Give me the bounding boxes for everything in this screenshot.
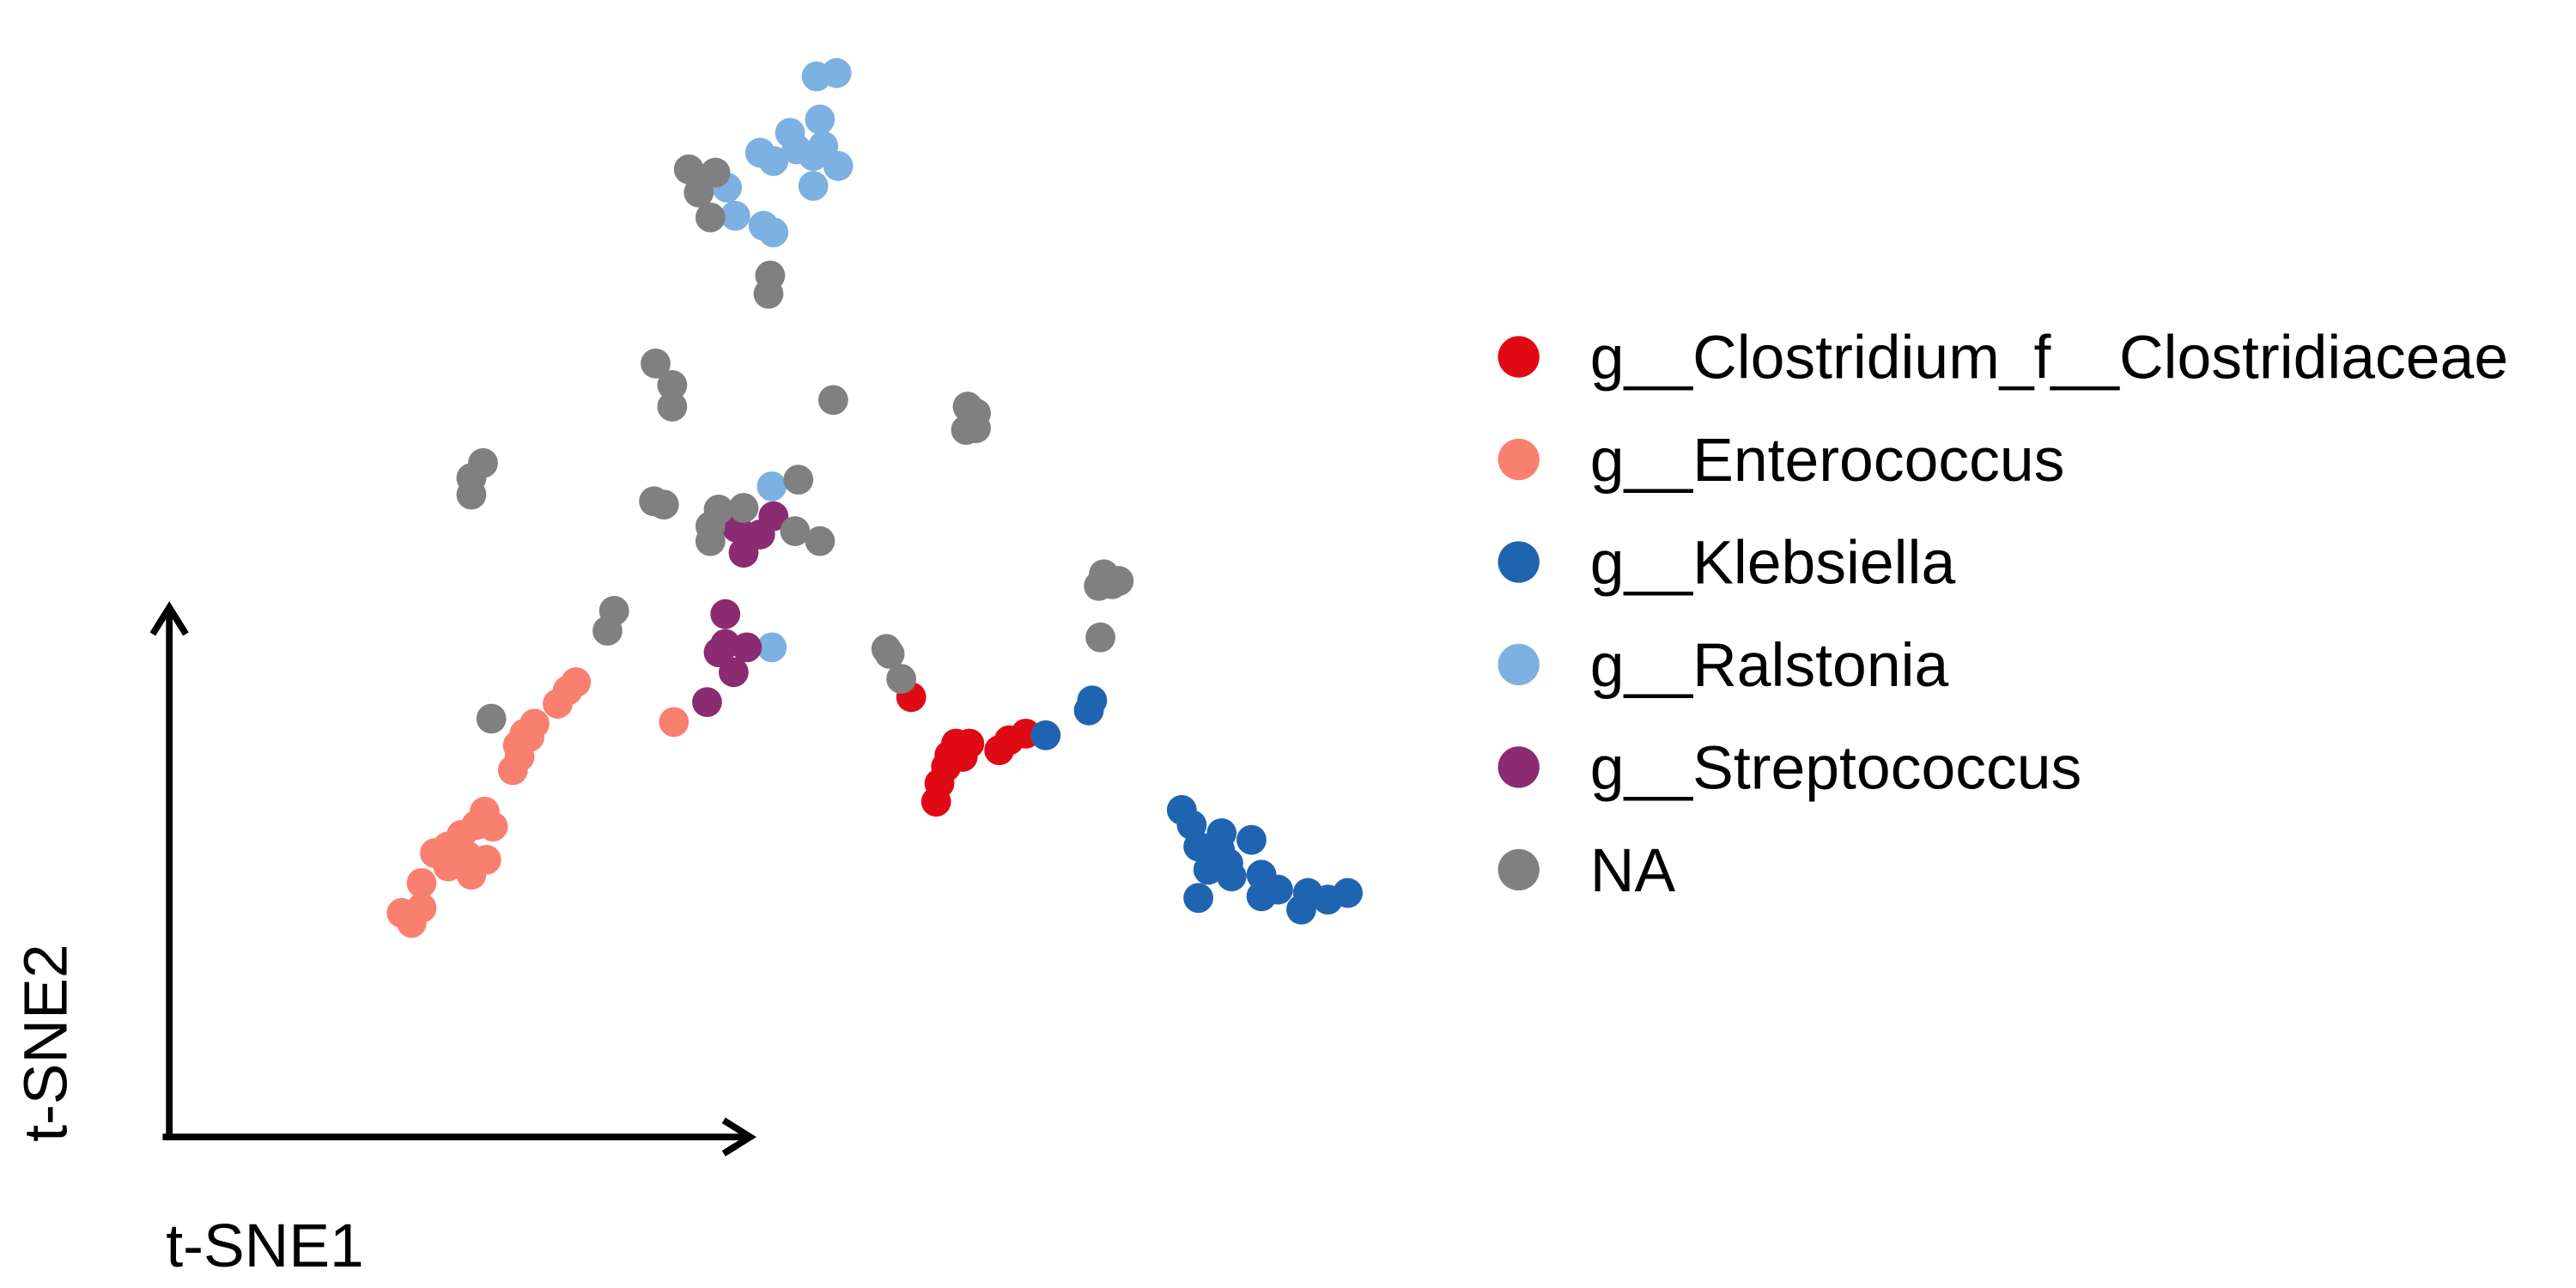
point <box>720 200 750 231</box>
legend-label: g__Streptococcus <box>1590 734 2081 803</box>
point <box>783 465 814 495</box>
point <box>934 740 965 770</box>
point <box>1333 878 1363 908</box>
legend-marker <box>1498 643 1540 686</box>
point <box>756 632 787 663</box>
point <box>1205 835 1236 866</box>
point <box>1236 824 1267 855</box>
point <box>920 787 951 817</box>
point <box>821 58 852 88</box>
point <box>657 370 688 400</box>
point <box>823 150 854 181</box>
point <box>456 479 487 510</box>
point <box>641 348 671 379</box>
point <box>1085 622 1115 653</box>
legend-label: g__Enterococcus <box>1590 426 2065 495</box>
y-arrowhead <box>149 601 189 636</box>
point <box>710 598 741 629</box>
legend-marker <box>1498 336 1540 378</box>
point <box>543 689 573 719</box>
point <box>659 707 690 738</box>
point <box>683 177 714 208</box>
point <box>648 489 679 520</box>
point <box>1286 894 1316 925</box>
legend-marker <box>1498 438 1540 481</box>
legend-label: g__Klebsiella <box>1590 529 1956 598</box>
point <box>700 157 731 188</box>
point <box>386 897 417 928</box>
point <box>728 538 759 568</box>
point <box>758 217 789 248</box>
y-axis-label: t-SNE2 <box>11 944 80 1142</box>
point <box>732 632 762 663</box>
point <box>805 104 835 135</box>
point <box>497 755 528 786</box>
point <box>703 637 734 668</box>
point <box>657 392 688 422</box>
point <box>592 616 623 646</box>
point <box>756 471 787 501</box>
point <box>1103 566 1134 596</box>
x-arrowhead <box>721 1117 757 1157</box>
point <box>456 860 487 890</box>
point <box>1246 881 1277 912</box>
point <box>961 413 991 444</box>
point <box>886 664 917 694</box>
point <box>695 526 726 556</box>
point <box>1073 695 1104 726</box>
legend-label: g__Clostridium_f__Clostridiaceae <box>1590 324 2508 392</box>
point <box>673 154 704 185</box>
point <box>874 639 905 669</box>
point <box>798 171 829 201</box>
legend-marker <box>1498 746 1540 788</box>
point <box>758 146 789 176</box>
points <box>386 58 1363 939</box>
legend-label: g__Ralstonia <box>1590 631 1949 700</box>
legend-label: NA <box>1590 836 1676 905</box>
point <box>476 703 507 734</box>
legend: g__Clostridium_f__Clostridiaceae g__Enter… <box>1498 324 2508 905</box>
point <box>406 867 437 898</box>
point <box>780 516 811 546</box>
point <box>1030 720 1061 750</box>
point <box>728 493 759 523</box>
point <box>692 687 722 718</box>
point <box>805 526 835 556</box>
point <box>753 278 784 309</box>
point <box>433 851 464 882</box>
x-axis-label: t-SNE1 <box>166 1212 364 1280</box>
point <box>695 202 726 233</box>
legend-marker <box>1498 848 1540 891</box>
point <box>1216 861 1247 892</box>
point <box>817 385 848 416</box>
point <box>1183 883 1214 914</box>
legend-marker <box>1498 541 1540 583</box>
